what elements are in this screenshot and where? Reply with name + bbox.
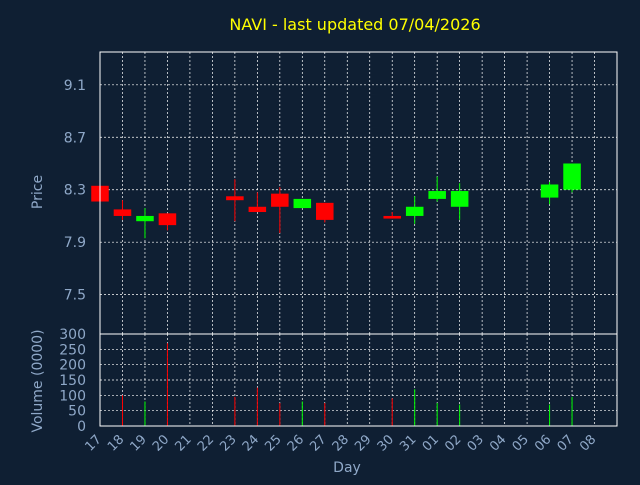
volume-tick-label: 50	[68, 404, 86, 420]
candle-body	[113, 209, 132, 216]
candle-body	[158, 213, 177, 226]
candle-body	[271, 193, 289, 207]
candle-body	[226, 196, 244, 201]
chart-title: NAVI - last updated 07/04/2026	[229, 15, 480, 34]
price-tick-label: 8.7	[64, 130, 86, 146]
volume-tick-label: 100	[59, 388, 86, 404]
price-tick-label: 9.1	[64, 78, 86, 94]
candle-body	[316, 202, 334, 220]
volume-panel-frame	[99, 333, 618, 427]
volume-bars	[121, 343, 573, 426]
volume-axis-label: Volume (0000)	[30, 329, 46, 432]
candle-body	[248, 206, 267, 213]
candle-body	[450, 191, 469, 207]
volume-tick-label: 300	[59, 327, 86, 343]
volume-tick-label: 150	[59, 373, 86, 389]
axes: 17 18 19 20 21 22 23 24 25 26 27 28 29 30 31 01 02 03 04 05…	[59, 51, 618, 455]
candle-body	[428, 191, 446, 199]
volume-tick-label: 250	[59, 342, 86, 358]
volume-tick-label: 0	[77, 419, 86, 435]
price-axis-label: Price	[30, 175, 46, 209]
candle-body	[563, 163, 581, 190]
price-tick-label: 8.3	[64, 183, 86, 199]
candle-body	[136, 215, 154, 222]
candle-body	[293, 198, 312, 209]
candle-body	[405, 206, 424, 216]
price-tick-label: 7.9	[64, 235, 86, 251]
x-axis-label: Day	[333, 460, 361, 476]
candle-body	[540, 184, 559, 198]
volume-tick-label: 200	[59, 358, 86, 374]
price-tick-label: 7.5	[64, 288, 86, 304]
candle-body	[383, 215, 401, 219]
